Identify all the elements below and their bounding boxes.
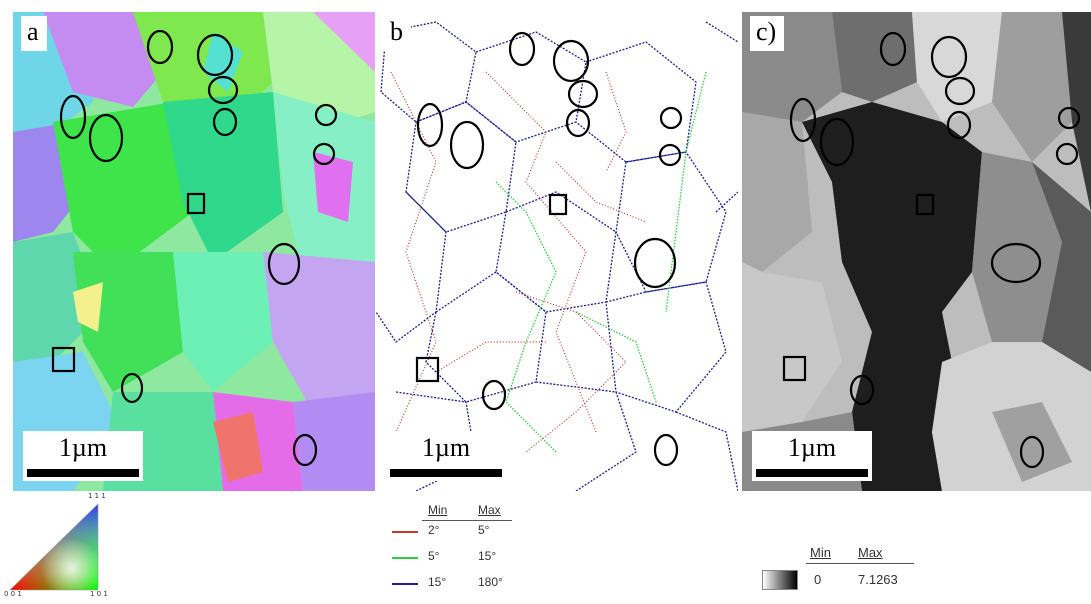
scale-label-a: 1µm [58,433,108,462]
ipf-triangle-legend: 1 1 1 0 0 1 1 0 1 [2,490,114,600]
grayscale-min-header: Min [810,545,831,560]
scale-bar-a: 1µm [23,431,143,481]
ipf-label-001: 0 0 1 [4,590,22,598]
grayscale-header-rule [806,563,914,564]
legend-row: 15° 180° [392,575,572,593]
legend-min-header: Min [428,503,448,517]
legend-row-max: 15° [478,549,497,563]
ipf-label-111: 1 1 1 [88,492,106,500]
grain-boundary-map: b 1µm [376,12,738,491]
legend-row: 5° 15° [392,549,572,567]
legend-line-red [392,531,418,533]
scale-bar-b: 1µm [386,431,506,481]
scale-label-b: 1µm [421,433,471,462]
legend-row-max: 180° [478,575,503,589]
kam-grayscale-map: c) 1µm [742,12,1091,491]
legend-row-max: 5° [478,523,490,537]
legend-line-green [392,557,418,559]
legend-header-rule [422,520,512,521]
grayscale-max-header: Max [858,545,883,560]
panel-label-c: c) [750,16,785,51]
scale-label-c: 1µm [787,433,837,462]
legend-row-min: 15° [428,575,447,589]
grayscale-max-value: 7.1263 [858,572,898,587]
misorientation-legend: Min Max 2° 5° 5° 15° 15° 180° [392,503,572,603]
kam-map-image [742,12,1091,491]
grayscale-gradient-bar [762,570,798,590]
panel-label-a: a [21,16,47,51]
legend-row-min: 2° [428,523,440,537]
scale-bar-line-c [756,469,868,477]
ipf-map-image [13,12,375,491]
legend-line-blue [392,583,418,585]
ipf-orientation-map: a 1µm [13,12,375,491]
ipf-triangle-icon [9,503,99,591]
legend-row: 2° 5° [392,523,572,541]
legend-row-min: 5° [428,549,440,563]
panel-label-b: b [384,16,411,51]
legend-max-header: Max [478,503,501,517]
scale-bar-c: 1µm [752,431,872,481]
scale-bar-line-b [390,469,502,477]
scale-bar-line-a [27,469,139,477]
ipf-label-101: 1 0 1 [90,590,108,598]
grayscale-legend: Min Max 0 7.1263 [762,545,942,595]
grayscale-min-value: 0 [814,572,822,587]
boundary-map-image [376,12,738,491]
